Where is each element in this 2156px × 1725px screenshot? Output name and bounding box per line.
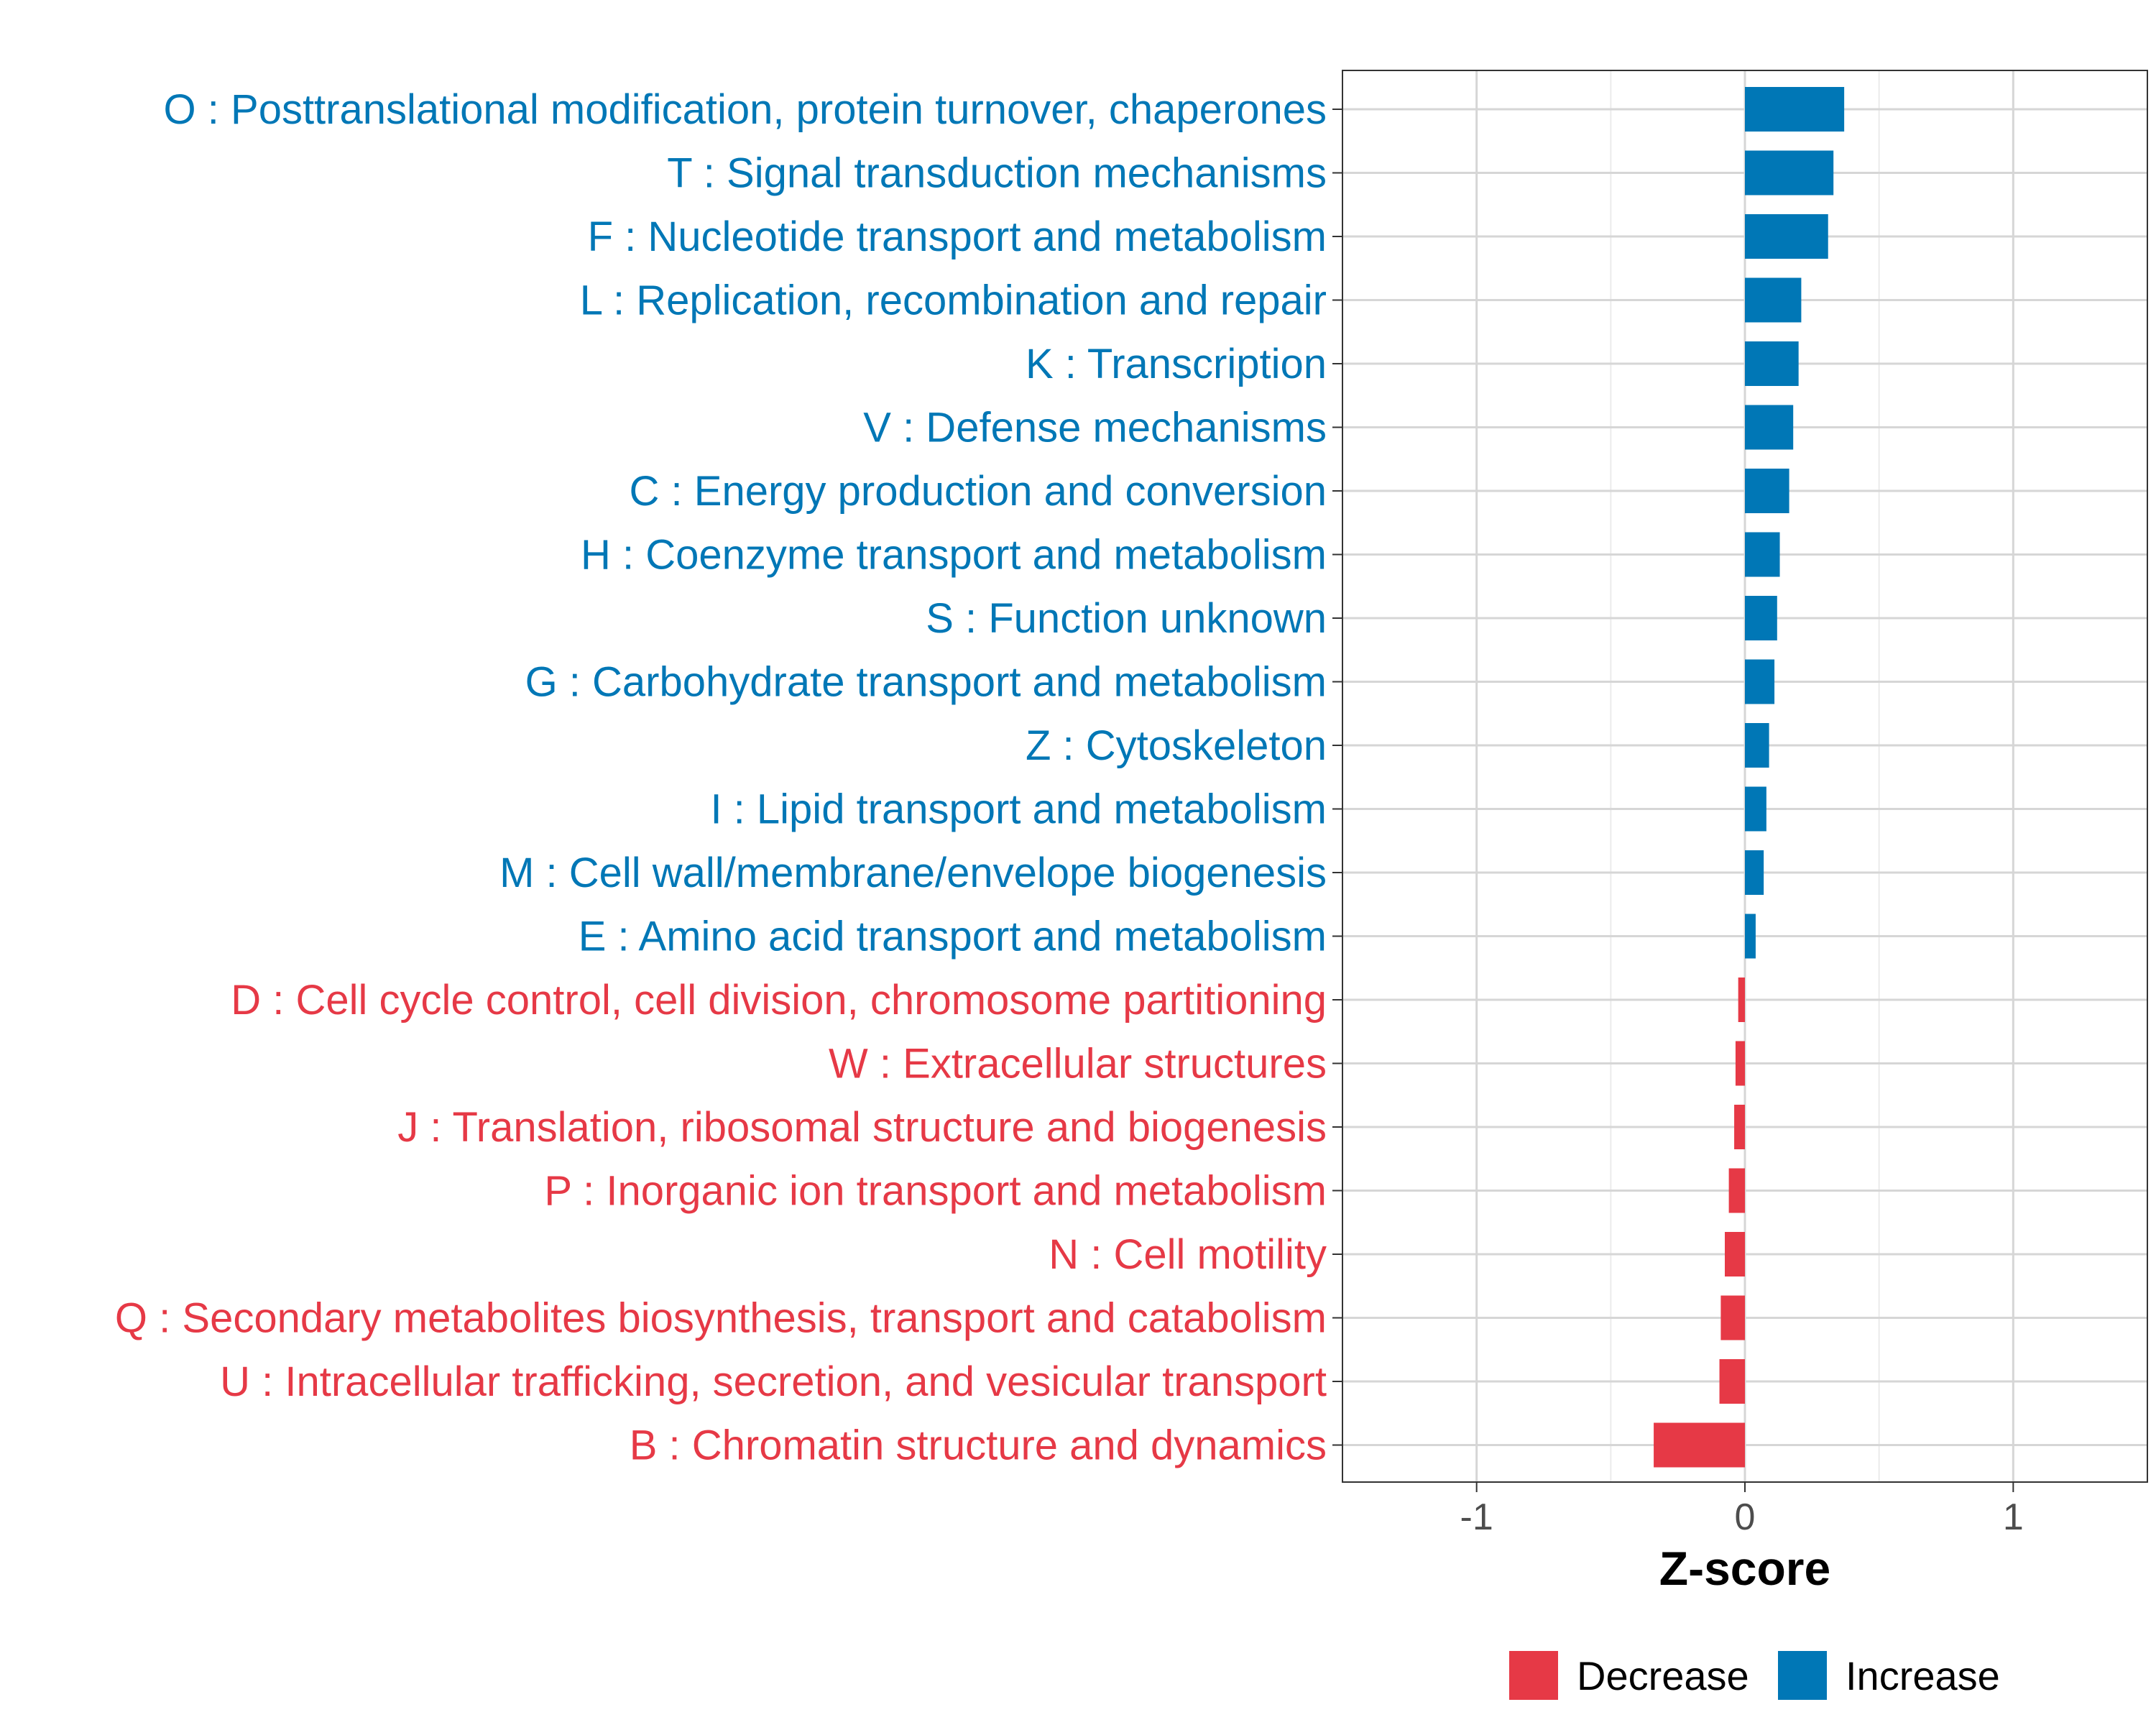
category-label: M : Cell wall/membrane/envelope biogenes… (499, 850, 1327, 896)
bar (1745, 405, 1794, 450)
category-label: E : Amino acid transport and metabolism (579, 914, 1327, 960)
bar (1735, 1041, 1745, 1086)
bar (1745, 277, 1802, 323)
category-label: P : Inorganic ion transport and metaboli… (544, 1168, 1327, 1215)
bar (1745, 659, 1775, 704)
bar (1745, 150, 1834, 196)
category-label: N : Cell motility (1049, 1231, 1327, 1278)
bar (1745, 850, 1764, 895)
bar (1725, 1232, 1745, 1276)
bar (1745, 87, 1845, 132)
category-label: I : Lipid transport and metabolism (710, 786, 1327, 833)
bar (1745, 914, 1756, 959)
category-label: T : Signal transduction mechanisms (667, 150, 1327, 197)
x-tick-label: 0 (1735, 1496, 1756, 1538)
category-label: S : Function unknown (926, 595, 1327, 642)
legend-swatch-decrease (1509, 1651, 1558, 1700)
category-label: O : Posttranslational modification, prot… (164, 86, 1327, 133)
bar (1720, 1295, 1745, 1340)
bar (1745, 532, 1780, 577)
bar (1745, 214, 1828, 259)
bar (1654, 1422, 1745, 1468)
bar (1728, 1168, 1745, 1213)
y-axis-category-labels: O : Posttranslational modification, prot… (115, 86, 1327, 1469)
legend-label-decrease: Decrease (1577, 1653, 1749, 1698)
bar (1738, 978, 1745, 1022)
x-tick-label: 1 (2003, 1496, 2024, 1538)
bar (1734, 1105, 1745, 1149)
category-label: Q : Secondary metabolites biosynthesis, … (115, 1295, 1327, 1342)
category-label: Z : Cytoskeleton (1026, 722, 1327, 769)
category-label: V : Defense mechanisms (863, 405, 1327, 451)
bar (1719, 1359, 1745, 1404)
legend: Decrease Increase (1509, 1651, 2000, 1700)
category-label: G : Carbohydrate transport and metabolis… (525, 659, 1327, 706)
bar (1745, 786, 1766, 832)
category-label: D : Cell cycle control, cell division, c… (231, 977, 1327, 1024)
x-axis-ticks: -1 0 1 (1460, 1482, 2024, 1538)
category-label: K : Transcription (1026, 341, 1327, 387)
x-axis-title: Z-score (1659, 1542, 1830, 1595)
bar (1745, 469, 1789, 513)
category-label: C : Energy production and conversion (630, 468, 1327, 515)
category-label: J : Translation, ribosomal structure and… (397, 1104, 1327, 1151)
y-axis-ticks (1332, 109, 1342, 1446)
category-label: F : Nucleotide transport and metabolism (588, 213, 1327, 260)
legend-swatch-increase (1778, 1651, 1827, 1700)
category-label: B : Chromatin structure and dynamics (630, 1422, 1327, 1469)
bar (1745, 723, 1769, 768)
bars (1654, 87, 1845, 1468)
x-tick-label: -1 (1460, 1496, 1493, 1538)
bar (1745, 341, 1799, 386)
legend-label-increase: Increase (1846, 1653, 2000, 1698)
category-label: L : Replication, recombination and repai… (580, 277, 1327, 324)
category-label: W : Extracellular structures (829, 1041, 1327, 1087)
bar (1745, 596, 1777, 640)
category-label: H : Coenzyme transport and metabolism (581, 532, 1327, 579)
category-label: U : Intracellular trafficking, secretion… (220, 1358, 1327, 1405)
